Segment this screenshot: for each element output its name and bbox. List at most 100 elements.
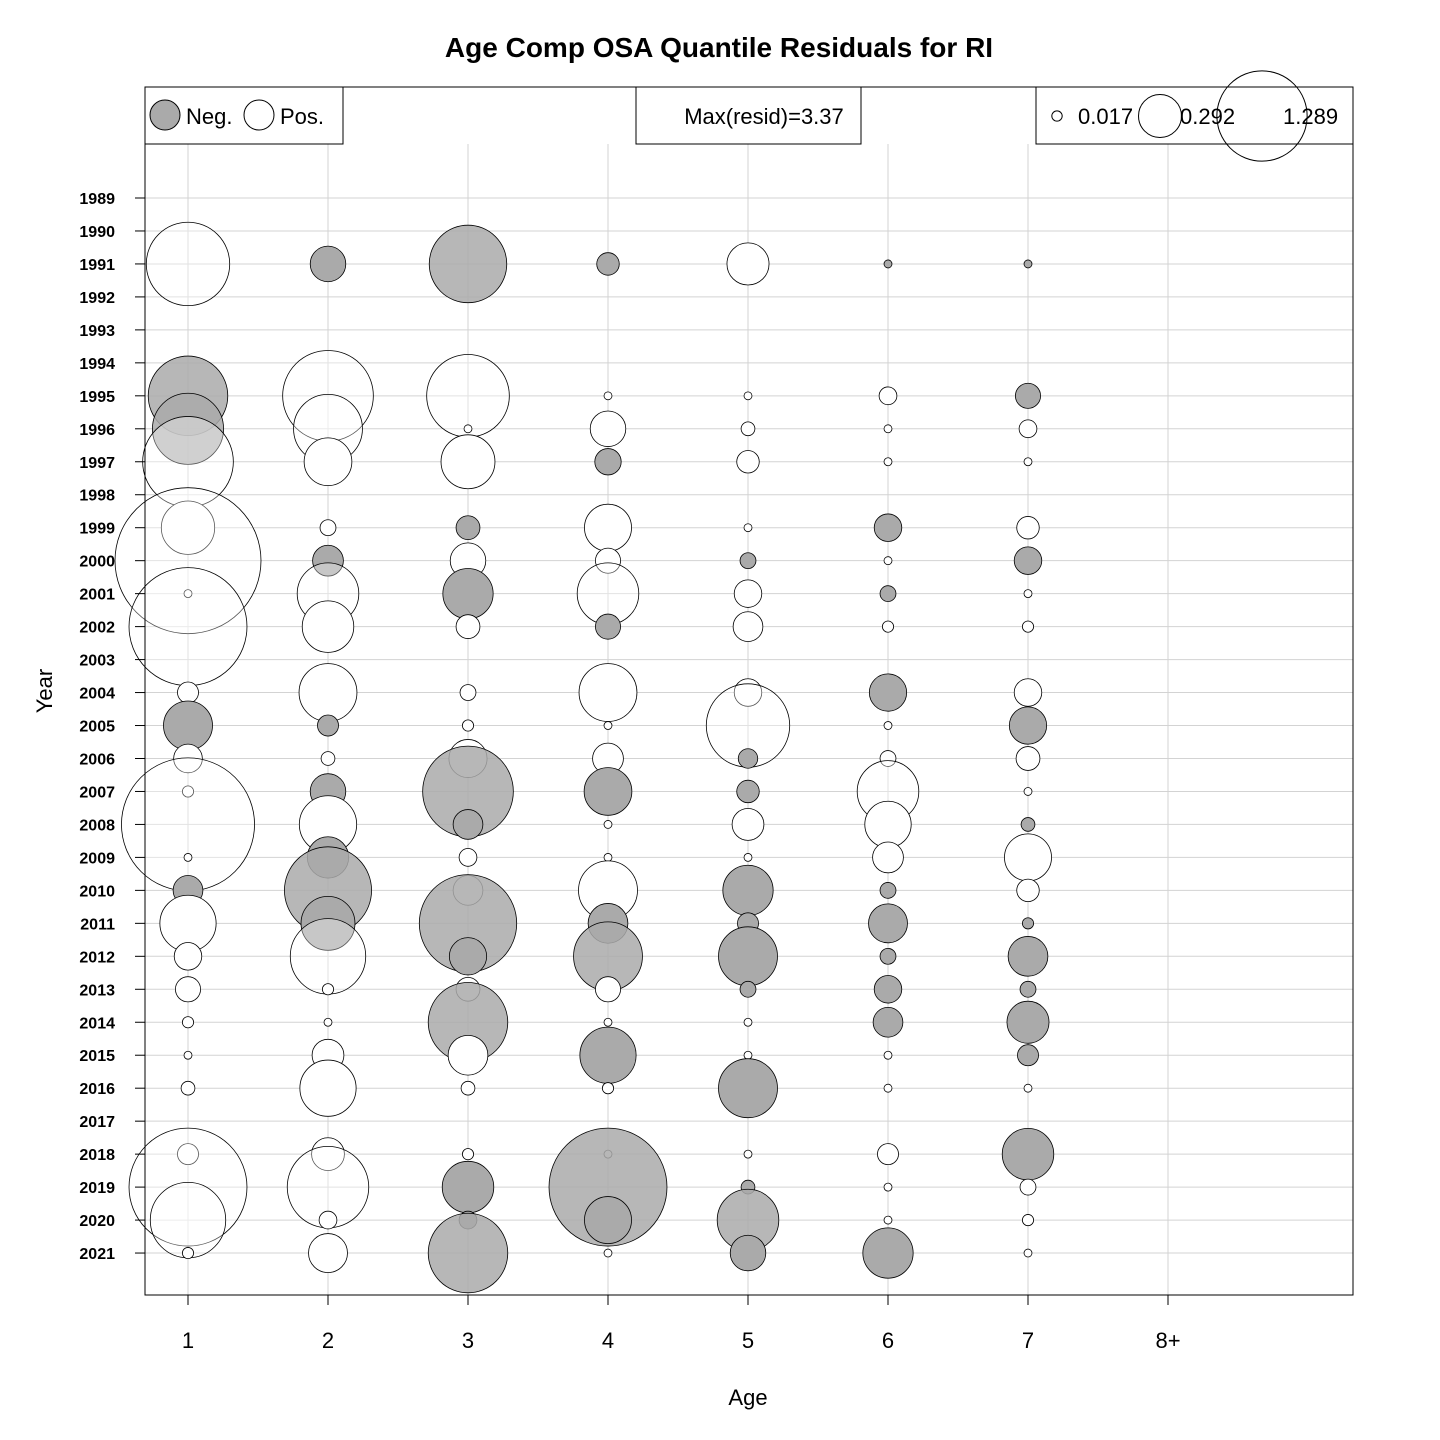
bubble-series [114, 221, 1055, 1294]
bubble-2016-age-4 [601, 1082, 615, 1095]
x-tick-label-8+: 8+ [1155, 1328, 1180, 1353]
bubble-2021-age-4 [603, 1248, 613, 1258]
bubble-2005-age-4 [603, 721, 613, 730]
y-tick-label-1991: 1991 [79, 257, 115, 274]
y-axis-title: Year [32, 669, 57, 713]
bubble-2018-age-3 [461, 1148, 475, 1161]
legend: Neg. Pos. Max(resid)=3.37 0.017 0.292 1.… [144, 70, 1354, 162]
bubble-2011-age-6 [868, 903, 908, 944]
bubble-2004-age-5 [733, 678, 763, 707]
bubble-2013-age-5 [739, 980, 757, 998]
bubble-1999-age-2 [319, 519, 337, 537]
bubble-2020-age-4 [584, 1196, 632, 1244]
bubble-2002-age-5 [732, 611, 764, 642]
bubble-2001-age-1 [183, 589, 193, 599]
bubble-2020-age-6 [883, 1215, 893, 1225]
bubble-2019-age-4 [548, 1127, 668, 1247]
bubble-2004-age-6 [868, 673, 908, 712]
bubble-1997-age-6 [883, 457, 893, 467]
bubble-1991-age-7 [1023, 259, 1033, 269]
bubble-2005-age-1 [163, 700, 213, 751]
bubble-2016-age-1 [180, 1080, 196, 1096]
legend-size-label-large: 1.289 [1283, 104, 1338, 129]
legend-sign: Neg. Pos. [144, 86, 344, 145]
bubble-2011-age-7 [1021, 917, 1035, 930]
bubble-2013-age-7 [1019, 980, 1037, 998]
bubble-2018-age-6 [877, 1143, 899, 1166]
bubble-1997-age-2 [303, 437, 353, 487]
legend-size-label-small: 0.017 [1078, 104, 1133, 129]
bubble-2009-age-3 [458, 848, 478, 867]
y-tick-label-2006: 2006 [79, 751, 115, 768]
bubble-2008-age-5 [731, 808, 765, 841]
bubble-2008-age-6 [864, 800, 912, 849]
bubble-2009-age-1 [183, 853, 193, 862]
legend-pos-label: Pos. [280, 104, 324, 129]
bubble-1997-age-7 [1023, 457, 1033, 467]
axis-ticks: 1989 1990 1991 1992 1993 1994 1995 1996 1997 1998… [79, 191, 1180, 1353]
bubble-1996-age-4 [589, 410, 627, 447]
x-tick-label-1: 1 [182, 1328, 194, 1353]
bubble-2018-age-7 [1001, 1127, 1055, 1181]
x-tick-label-5: 5 [742, 1328, 754, 1353]
bubble-2021-age-1 [181, 1247, 195, 1260]
legend-size-box [1035, 86, 1354, 145]
bubble-1997-age-5 [736, 450, 760, 474]
bubble-1997-age-3 [440, 434, 496, 490]
bubble-1991-age-3 [428, 224, 508, 304]
bubble-2000-age-7 [1013, 546, 1043, 575]
bubble-1995-age-7 [1015, 382, 1041, 409]
bubble-2006-age-6 [879, 750, 897, 767]
bubble-2012-age-3 [448, 937, 488, 976]
y-tick-label-2000: 2000 [79, 554, 115, 571]
y-tick-label-2004: 2004 [79, 686, 115, 703]
bubble-1996-age-6 [883, 424, 893, 434]
y-tick-label-2019: 2019 [79, 1180, 115, 1197]
bubble-2015-age-4 [579, 1026, 637, 1084]
y-tick-label-2021: 2021 [79, 1246, 115, 1263]
bubble-2000-age-5 [739, 552, 757, 570]
bubble-2021-age-2 [308, 1233, 348, 1273]
bubble-2007-age-7 [1023, 787, 1033, 796]
y-tick-label-2013: 2013 [79, 982, 115, 999]
bubble-1997-age-4 [594, 448, 622, 476]
bubble-2014-age-1 [181, 1016, 195, 1029]
bubble-2016-age-2 [299, 1059, 357, 1117]
bubble-2007-age-4 [583, 767, 633, 816]
bubble-2014-age-6 [872, 1006, 904, 1038]
bubble-2011-age-2 [300, 895, 356, 951]
bubble-2019-age-6 [883, 1182, 893, 1192]
y-tick-label-2007: 2007 [79, 784, 115, 801]
bubble-2014-age-7 [1006, 1000, 1050, 1044]
bubble-1996-age-3 [463, 424, 473, 434]
bubble-2012-age-2 [289, 918, 367, 995]
legend-size-bubble-small [1051, 110, 1063, 122]
bubble-2012-age-6 [879, 947, 897, 965]
y-tick-label-2012: 2012 [79, 949, 115, 966]
legend-size: 0.017 0.292 1.289 [1035, 70, 1354, 162]
bubble-1991-age-6 [883, 259, 893, 269]
bubble-2004-age-1 [177, 681, 199, 704]
bubble-2002-age-6 [881, 620, 895, 633]
y-tick-label-2017: 2017 [79, 1114, 115, 1131]
legend-size-bubble-medium [1138, 94, 1182, 138]
bubble-2004-age-2 [298, 663, 358, 722]
bubble-1996-age-5 [740, 421, 756, 437]
bubble-2016-age-5 [718, 1058, 778, 1119]
bubble-2002-age-1 [128, 567, 248, 686]
bubble-2019-age-3 [441, 1160, 495, 1214]
bubble-2000-age-1 [114, 487, 262, 635]
y-tick-label-2005: 2005 [79, 719, 115, 736]
legend-size-bubble-large [1216, 70, 1308, 162]
bubble-2000-age-2 [312, 544, 344, 577]
legend-max-box [635, 86, 862, 145]
bubble-2006-age-7 [1015, 746, 1041, 771]
y-tick-label-2014: 2014 [79, 1015, 115, 1032]
bubble-2013-age-2 [321, 983, 335, 996]
bubble-2014-age-5 [743, 1017, 753, 1027]
y-tick-label-2010: 2010 [79, 883, 115, 900]
legend-pos-bubble [243, 99, 275, 131]
bubble-2018-age-5 [743, 1149, 753, 1159]
y-tick-label-1999: 1999 [79, 521, 115, 538]
bubble-2010-age-6 [879, 882, 897, 899]
